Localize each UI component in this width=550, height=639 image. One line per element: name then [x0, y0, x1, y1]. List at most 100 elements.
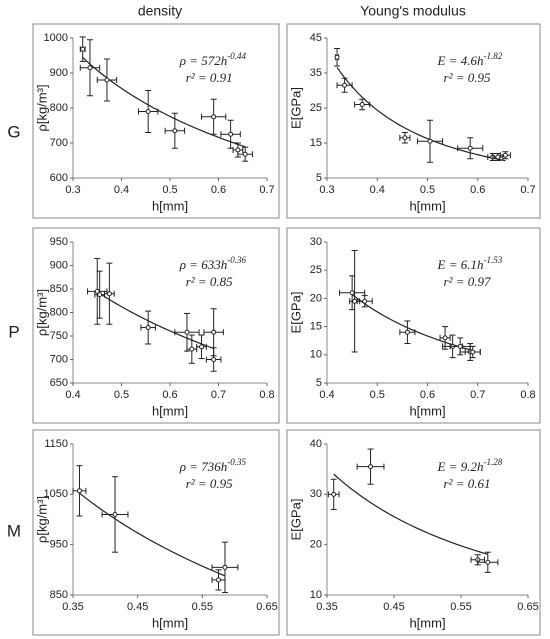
y-tick-label: 30 — [310, 488, 322, 500]
r-squared: r² = 0.97 — [444, 274, 491, 289]
y-tick-label: 1000 — [44, 32, 68, 44]
y-tick-label: 950 — [50, 539, 68, 551]
panel-frame — [32, 23, 280, 219]
y-tick-label: 750 — [50, 330, 68, 342]
point — [402, 135, 408, 141]
equation-var: h — [221, 257, 228, 272]
equation-exp: -0.44 — [227, 51, 246, 61]
x-tick-label: 0.3 — [319, 184, 334, 196]
x-tick-label: 0.55 — [450, 601, 471, 613]
point — [216, 577, 221, 583]
y-tick-label: 30 — [310, 236, 322, 248]
r-squared: r² = 0.61 — [444, 476, 491, 491]
point — [228, 131, 234, 137]
point — [334, 54, 340, 60]
x-tick-label: 0.7 — [259, 184, 274, 196]
equation: E = 6.1h-1.53 — [437, 255, 503, 272]
x-tick-label: 0.6 — [420, 389, 435, 401]
equation-coef: 736 — [201, 459, 221, 474]
x-tick-label: 0.7 — [211, 389, 226, 401]
point — [87, 65, 93, 71]
point — [368, 464, 374, 470]
fit-curve — [351, 293, 473, 352]
point — [362, 298, 368, 304]
y-tick-label: 800 — [50, 306, 68, 318]
equation-lhs: ρ = — [179, 257, 202, 272]
y-tick-label: 10 — [310, 589, 322, 601]
point — [189, 346, 195, 352]
row-label: M — [7, 521, 21, 540]
y-tick-label: 800 — [50, 102, 68, 114]
x-axis-label: h[mm] — [152, 198, 188, 213]
x-tick-label: 0.45 — [383, 601, 404, 613]
equation-lhs: ρ = — [179, 459, 202, 474]
point — [242, 151, 248, 157]
point — [342, 82, 348, 88]
x-tick-label: 0.6 — [470, 184, 485, 196]
x-tick-label: 0.6 — [162, 389, 177, 401]
equation-coef: 572 — [201, 53, 221, 68]
x-axis-label: h[mm] — [152, 615, 188, 630]
point — [104, 77, 110, 83]
x-tick-label: 0.5 — [420, 184, 435, 196]
x-tick-label: 0.65 — [256, 601, 277, 613]
y-tick-label: 700 — [50, 137, 68, 149]
point — [331, 491, 337, 497]
equation-var: h — [477, 459, 484, 474]
panel-frame — [286, 227, 541, 424]
x-tick-label: 0.4 — [114, 184, 129, 196]
y-tick-label: 1150 — [44, 438, 68, 450]
x-tick-label: 0.4 — [319, 389, 334, 401]
equation: E = 4.6h-1.82 — [437, 51, 503, 68]
equation-var: h — [477, 53, 484, 68]
x-tick-label: 0.45 — [127, 601, 148, 613]
x-tick-label: 0.6 — [211, 184, 226, 196]
equation-exp: -0.36 — [227, 255, 246, 265]
y-tick-label: 25 — [310, 102, 322, 114]
point — [211, 357, 217, 362]
point — [172, 128, 178, 134]
x-tick-label: 0.65 — [517, 601, 538, 613]
y-tick-label: 20 — [310, 292, 322, 304]
y-tick-label: 650 — [50, 377, 68, 389]
x-axis-label: h[mm] — [152, 403, 188, 418]
point — [80, 46, 86, 52]
x-axis-label: h[mm] — [409, 198, 445, 213]
fit-curve — [79, 492, 226, 577]
y-tick-label: 25 — [310, 264, 322, 276]
equation: E = 9.2h-1.28 — [437, 457, 503, 474]
x-tick-label: 0.5 — [370, 389, 385, 401]
x-tick-label: 0.7 — [470, 389, 485, 401]
point — [404, 329, 410, 335]
x-tick-label: 0.5 — [162, 184, 177, 196]
row-label: P — [8, 322, 19, 341]
r-squared: r² = 0.91 — [186, 70, 233, 85]
point — [211, 114, 217, 120]
fit-curve — [96, 291, 214, 350]
y-tick-label: 1050 — [44, 488, 68, 500]
y-axis-label: ρ[kg/m³] — [34, 496, 49, 543]
point — [349, 290, 355, 296]
fit-curve — [333, 473, 488, 555]
x-tick-label: 0.4 — [65, 389, 80, 401]
y-tick-label: 900 — [50, 259, 68, 271]
y-axis-label: E[GPa] — [288, 499, 303, 541]
x-tick-label: 0.4 — [370, 184, 385, 196]
equation-var: h — [221, 459, 228, 474]
y-tick-label: 700 — [50, 353, 68, 365]
point — [211, 329, 217, 335]
x-axis-label: h[mm] — [409, 615, 445, 630]
point — [457, 343, 463, 349]
y-tick-label: 850 — [50, 283, 68, 295]
x-tick-label: 0.8 — [520, 389, 535, 401]
column-header: density — [138, 3, 182, 19]
r-squared: r² = 0.85 — [186, 274, 233, 289]
y-axis-label: ρ[kg/m³] — [34, 84, 49, 131]
point — [145, 109, 151, 114]
equation-var: h — [477, 257, 484, 272]
y-tick-label: 5 — [316, 172, 322, 184]
point — [352, 298, 358, 304]
point — [145, 325, 151, 331]
point — [502, 152, 508, 158]
y-tick-label: 15 — [310, 137, 322, 149]
